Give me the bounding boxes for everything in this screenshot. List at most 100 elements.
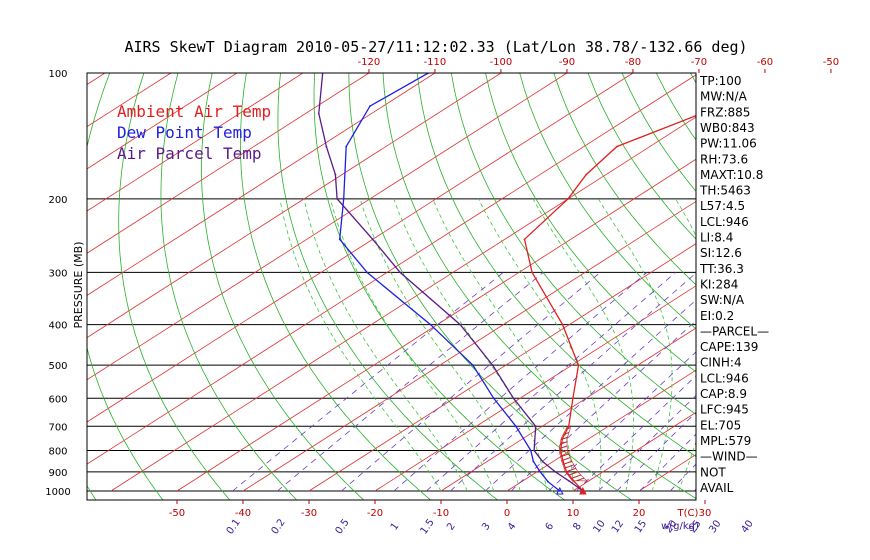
- series-point: [539, 470, 542, 473]
- bottom-temp-tick-label: 20: [633, 508, 646, 519]
- dry-adiabat-line: [485, 73, 696, 373]
- index-label: NOT: [700, 465, 726, 479]
- index-label: CINH:4: [700, 356, 742, 370]
- series-point: [336, 197, 338, 200]
- index-label: LCL:946: [700, 215, 749, 229]
- mixing-ratio-line: [576, 375, 696, 492]
- bottom-temp-tick-label: -50: [169, 508, 185, 519]
- legend-item: Air Parcel Temp: [117, 144, 262, 163]
- legend: Ambient Air Temp Dew Point Temp Air Parc…: [117, 102, 271, 163]
- series-point: [338, 238, 341, 241]
- index-label: EI:0.2: [700, 309, 734, 323]
- pressure-tick-label: 500: [48, 361, 67, 372]
- bottom-temp-tick-label: 0: [504, 508, 510, 519]
- pressure-tick-label: 100: [48, 69, 67, 80]
- dry-adiabat-line: [553, 73, 696, 286]
- series-point: [558, 490, 561, 492]
- dry-adiabat-line: [160, 73, 297, 500]
- dry-adiabat-line: [519, 73, 696, 330]
- isotherm-line: [87, 73, 634, 423]
- bottom-temp-tick-label: -40: [235, 508, 251, 519]
- mixing-ratio-tick-label: 12: [610, 518, 626, 535]
- bottom-temp-tick-label: -30: [301, 508, 317, 519]
- top-temp-tick-label: -50: [823, 57, 839, 68]
- dry-adiabat-line: [416, 73, 696, 458]
- mixing-ratio-tick-label: 2: [445, 521, 458, 533]
- dry-adiabat-line: [118, 73, 231, 500]
- pressure-tick-label: 1000: [45, 487, 70, 498]
- pressure-tick-label: 900: [48, 468, 67, 479]
- index-label: LI:8.4: [700, 231, 733, 245]
- series-point: [334, 173, 337, 176]
- series-point: [459, 323, 462, 326]
- mixing-ratio-line: [232, 272, 504, 492]
- dry-adiabat-line: [450, 73, 696, 415]
- dry-adiabat-line: [87, 485, 97, 500]
- top-temp-tick-label: -110: [424, 57, 447, 68]
- series-point: [585, 173, 588, 176]
- series-point: [568, 480, 570, 482]
- index-label: RH:73.6: [700, 152, 748, 166]
- bottom-temp-unit-label: T(C): [677, 508, 699, 519]
- plot-area: [87, 73, 696, 500]
- moist-adiabat-line: [758, 199, 870, 491]
- series-point: [532, 460, 535, 463]
- series-point: [325, 145, 328, 148]
- index-label: CAP:8.9: [700, 387, 747, 401]
- index-label: FRZ:885: [700, 105, 750, 119]
- mixing-ratio-tick-label: 6: [544, 521, 557, 533]
- index-label: SI:12.6: [700, 246, 742, 260]
- mixing-ratio-tick-label: 3: [480, 521, 493, 533]
- isotherm-line: [440, 327, 696, 492]
- dry-adiabat-line: [239, 73, 431, 500]
- chart-title: AIRS SkewT Diagram 2010-05-27/11:12:02.3…: [124, 38, 747, 56]
- series-point: [534, 425, 537, 428]
- series-point: [571, 397, 574, 400]
- series-point: [567, 197, 569, 200]
- series-point: [342, 197, 345, 200]
- index-label: AVAIL: [700, 481, 734, 495]
- series-point: [567, 425, 570, 428]
- series-point: [471, 364, 474, 367]
- series-point: [541, 460, 544, 463]
- moist-adiabat-line: [330, 198, 495, 492]
- top-temp-tick-label: -100: [490, 57, 513, 68]
- index-label: SW:N/A: [700, 293, 745, 307]
- index-label: MW:N/A: [700, 90, 748, 104]
- top-temp-tick-label: -90: [559, 57, 575, 68]
- series-point: [491, 364, 494, 367]
- isotherm-line: [771, 73, 870, 491]
- pressure-tick-label: 600: [48, 394, 67, 405]
- moist-adiabat-line: [359, 198, 521, 492]
- series-point: [399, 271, 402, 274]
- moist-adiabat-line: [532, 198, 634, 492]
- index-label: KI:284: [700, 277, 738, 291]
- mixing-ratio-tick-label: 0.2: [270, 517, 288, 536]
- series-point: [554, 470, 557, 473]
- series-point: [429, 323, 432, 326]
- mixing-ratio-line: [426, 272, 676, 492]
- surface-dewpoint-marker: [555, 486, 564, 495]
- series-point: [561, 323, 564, 326]
- index-label: —WIND—: [700, 450, 758, 464]
- isotherm-line: [374, 285, 696, 492]
- mixing-ratio-tick-label: 30: [707, 518, 723, 535]
- moist-adiabat-line: [303, 198, 468, 492]
- index-label: EL:705: [700, 418, 741, 432]
- top-temp-tick-label: -120: [358, 57, 381, 68]
- dry-adiabat-line: [827, 73, 870, 500]
- y-axis-label: PRESSURE (MB): [72, 242, 85, 329]
- bottom-temp-tick-label: 30: [699, 508, 712, 519]
- dry-adiabat-layer: [0, 73, 870, 500]
- dry-adiabat-line: [0, 73, 41, 500]
- isotherm-line: [110, 116, 696, 492]
- pressure-tick-label: 700: [48, 422, 67, 433]
- index-label: PW:11.06: [700, 137, 757, 151]
- series-point: [559, 449, 562, 452]
- plot-frame: [86, 72, 697, 501]
- top-temp-tick-label: -70: [691, 57, 707, 68]
- dry-adiabat-line: [861, 73, 870, 500]
